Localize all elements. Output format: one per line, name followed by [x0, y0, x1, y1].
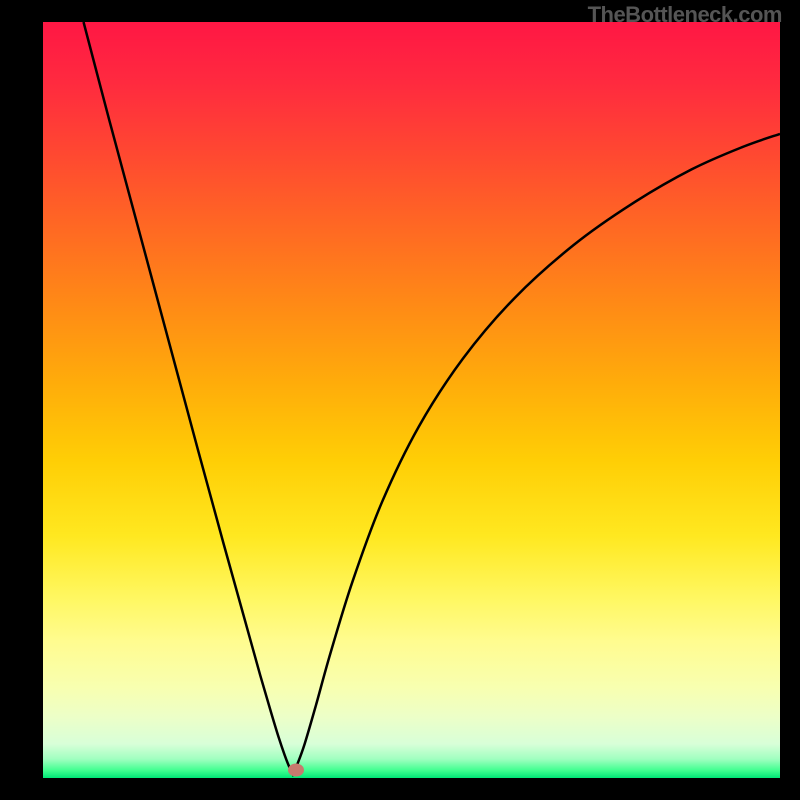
plot-area — [43, 22, 780, 778]
chart-container: TheBottleneck.com — [0, 0, 800, 800]
minimum-marker — [288, 764, 304, 777]
bottleneck-curve — [43, 22, 780, 778]
watermark-text: TheBottleneck.com — [588, 2, 782, 28]
